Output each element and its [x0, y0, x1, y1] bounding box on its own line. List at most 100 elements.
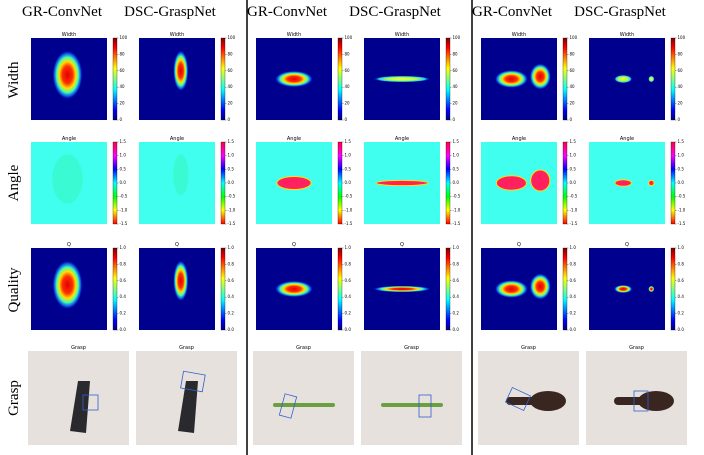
- colorbar-tick-label: 100: [228, 35, 236, 40]
- panel-title: Angle: [287, 136, 301, 142]
- colorbar-tick-label: 1.0: [678, 245, 685, 250]
- panel-title: Width: [395, 32, 410, 38]
- panel-title: Grasp: [629, 345, 644, 351]
- colorbar-tick-label: 1.0: [120, 245, 127, 250]
- colorbar-tick-label: 0.8: [228, 261, 235, 266]
- colorbar-tick-label: 0.0: [228, 327, 235, 332]
- colorbar-tick-label: 0.4: [570, 294, 577, 299]
- colorbar-tick-label: 0.0: [120, 327, 127, 332]
- panel-title: Width: [170, 32, 185, 38]
- colorbar-tick-label: 40: [228, 84, 234, 89]
- colorbar-tick-label: -1.0: [228, 207, 236, 212]
- colorbar-tick-label: 100: [120, 35, 128, 40]
- colorbar-tick-label: 0.0: [345, 327, 352, 332]
- colorbar-tick-label: 0.5: [570, 166, 577, 171]
- column-header: DSC-GraspNet: [349, 4, 441, 20]
- colorbar-tick-label: -0.5: [120, 194, 128, 199]
- colorbar-tick-label: 1.5: [345, 139, 352, 144]
- colorbar-tick-label: -0.5: [570, 194, 578, 199]
- colorbar-tick-label: 100: [453, 35, 461, 40]
- colorbar-tick-label: 0.8: [570, 261, 577, 266]
- colorbar-tick-label: 0.8: [120, 261, 127, 266]
- colorbar-tick-label: 40: [453, 84, 459, 89]
- colorbar: [446, 142, 450, 224]
- colorbar-tick-label: 0.6: [228, 278, 235, 283]
- colorbar-tick-label: 1.0: [345, 153, 352, 158]
- colorbar-tick-label: -0.5: [228, 194, 236, 199]
- colorbar-tick-label: 0.8: [345, 261, 352, 266]
- colorbar-tick-label: 0.4: [120, 294, 127, 299]
- colorbar-tick-label: -1.5: [453, 221, 461, 226]
- heat-blob: [530, 273, 551, 299]
- colorbar-tick-label: 0.0: [570, 180, 577, 185]
- colorbar-tick-label: 0: [120, 117, 123, 122]
- colorbar-tick-label: -0.5: [453, 194, 461, 199]
- colorbar-tick-label: 60: [678, 68, 684, 73]
- colorbar-tick-label: 0.0: [453, 180, 460, 185]
- colorbar-tick-label: 0.5: [678, 166, 685, 171]
- colorbar-tick-label: 0.5: [228, 166, 235, 171]
- colorbar-tick-label: 0.6: [678, 278, 685, 283]
- colorbar-tick-label: 0.2: [570, 311, 577, 316]
- angle-region: [531, 170, 550, 191]
- row-label: Quality: [6, 267, 22, 312]
- colorbar-tick-label: 0.5: [120, 166, 127, 171]
- colorbar-tick-label: 0.2: [120, 311, 127, 316]
- colorbar-tick-label: -1.5: [120, 221, 128, 226]
- colorbar-tick-label: 1.0: [228, 153, 235, 158]
- colorbar-tick-label: 100: [678, 35, 686, 40]
- colorbar-tick-label: -1.0: [570, 207, 578, 212]
- colorbar: [338, 142, 342, 224]
- row-label: Grasp: [6, 380, 22, 416]
- panel-title: Angle: [512, 136, 526, 142]
- colorbar-tick-label: -1.0: [678, 207, 686, 212]
- colorbar-tick-label: 0.0: [678, 327, 685, 332]
- panel-title: Q: [400, 242, 404, 248]
- heat-blob: [275, 281, 313, 297]
- colorbar-tick-label: 60: [120, 68, 126, 73]
- panel-title: Width: [62, 32, 77, 38]
- colorbar-tick-label: 100: [570, 35, 578, 40]
- colorbar-tick-label: 0: [570, 117, 573, 122]
- colorbar-tick-label: 1.5: [228, 139, 235, 144]
- colorbar-tick-label: 20: [453, 101, 459, 106]
- colorbar-tick-label: -1.0: [453, 207, 461, 212]
- row-label: Angle: [6, 164, 22, 201]
- colorbar-tick-label: 1.0: [570, 245, 577, 250]
- colorbar-tick-label: 0.6: [120, 278, 127, 283]
- angle-region: [496, 176, 526, 190]
- angle-region: [52, 154, 82, 203]
- heat-blob: [530, 63, 551, 89]
- colorbar-tick-label: 0.4: [228, 294, 235, 299]
- colorbar-tick-label: 1.0: [453, 245, 460, 250]
- column-header: GR-ConvNet: [22, 4, 103, 20]
- colorbar-tick-label: 80: [120, 51, 126, 56]
- grasp-image: [253, 351, 354, 445]
- colorbar-tick-label: 0.2: [453, 311, 460, 316]
- panel-title: Grasp: [404, 345, 419, 351]
- object: [381, 403, 443, 407]
- heat-blob: [52, 50, 82, 99]
- grasp-image: [361, 351, 462, 445]
- colorbar-tick-label: 40: [570, 84, 576, 89]
- colorbar-tick-label: 100: [345, 35, 353, 40]
- colorbar-tick-label: 0.4: [345, 294, 352, 299]
- panel-title: Grasp: [296, 345, 311, 351]
- heat-blob: [52, 260, 82, 309]
- heat-blob: [614, 285, 632, 293]
- panel-title: Q: [292, 242, 296, 248]
- column-header: GR-ConvNet: [472, 4, 553, 20]
- colorbar-tick-label: -1.0: [120, 207, 128, 212]
- colorbar-tick-label: -0.5: [345, 194, 353, 199]
- colorbar: [563, 38, 567, 120]
- colorbar-tick-label: 0.5: [453, 166, 460, 171]
- colorbar-tick-label: 0: [678, 117, 681, 122]
- heat-blob: [373, 286, 431, 293]
- heat-blob: [373, 76, 431, 83]
- panel-title: Q: [517, 242, 521, 248]
- colorbar-tick-label: 60: [570, 68, 576, 73]
- colorbar-tick-label: 1.0: [345, 245, 352, 250]
- angle-region: [277, 176, 311, 189]
- object: [506, 397, 546, 405]
- colorbar-tick-label: 80: [345, 51, 351, 56]
